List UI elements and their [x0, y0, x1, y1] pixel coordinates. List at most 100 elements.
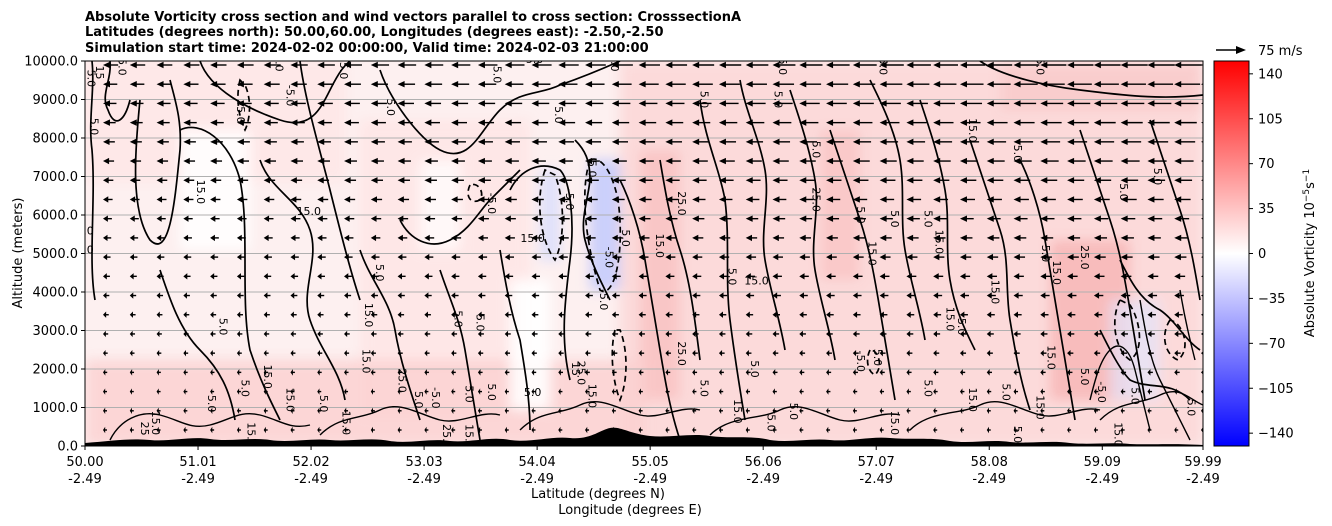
wind-vector: [156, 407, 161, 414]
wind-vector: [263, 426, 268, 434]
wind-vector: [665, 157, 681, 165]
wind-vector: [933, 81, 957, 88]
wind-vector: [477, 119, 495, 126]
wind-vector: [344, 196, 356, 203]
wind-vector: [103, 330, 109, 338]
contour-label: 15.0: [944, 307, 957, 332]
wind-vector: [852, 388, 858, 395]
contour-label: -5.0: [854, 351, 867, 372]
surface-contour: [1099, 390, 1203, 421]
wind-vector: [1067, 157, 1086, 165]
wind-vector: [290, 253, 299, 261]
wind-vector: [397, 253, 407, 261]
wind-vector: [558, 196, 571, 203]
wind-vector: [906, 138, 926, 146]
wind-vector: [129, 215, 139, 222]
wind-vector: [1040, 292, 1050, 299]
wind-vector: [638, 100, 658, 107]
wind-vector: [852, 157, 870, 165]
wind-vector: [1067, 138, 1088, 146]
wind-vector: [1067, 292, 1077, 299]
wind-vector: [692, 119, 711, 126]
wind-vector: [397, 311, 405, 318]
wind-vector: [1040, 234, 1054, 242]
wind-vector: [558, 311, 566, 318]
wind-vector: [718, 349, 725, 357]
wind-vector: [236, 349, 242, 357]
wind-vector: [1013, 349, 1020, 357]
wind-vector: [772, 61, 796, 69]
contour-label: 15.0: [149, 411, 162, 436]
wind-vector: [183, 292, 190, 299]
wind-vector: [692, 369, 698, 376]
wind-vector: [156, 388, 161, 395]
y-tick-label: 4000.0: [33, 286, 79, 301]
wind-vector: [799, 119, 819, 126]
wind-vector: [665, 234, 677, 242]
wind-vector: [103, 157, 115, 165]
wind-vector: [585, 196, 598, 203]
wind-vector: [290, 138, 304, 146]
wind-vector: [1013, 61, 1040, 69]
x-axis-label-longitude: Longitude (degrees E): [558, 503, 702, 518]
colorbar-tick-label: −105: [1258, 382, 1294, 397]
contour-label: 15.0: [744, 274, 769, 287]
wind-vector: [1093, 292, 1104, 299]
wind-vector: [424, 234, 435, 242]
wind-vector: [826, 369, 832, 376]
wind-vector: [183, 330, 189, 338]
wind-vector: [718, 273, 729, 280]
wind-vector: [585, 311, 593, 318]
wind-vector: [1147, 138, 1169, 146]
wind-vector: [745, 138, 764, 146]
wind-vector: [826, 119, 846, 126]
wind-vector: [692, 311, 700, 318]
wind-vector: [772, 119, 792, 126]
colorbar-tick-label: −70: [1258, 337, 1285, 352]
wind-vector: [290, 369, 295, 376]
vorticity-patch: [510, 280, 550, 410]
wind-vector: [933, 330, 941, 338]
wind-vector: [879, 349, 886, 357]
contour-line: [299, 61, 361, 301]
wind-vector: [959, 407, 964, 414]
wind-vector: [933, 196, 949, 203]
contour-label: 0.5: [1200, 391, 1213, 409]
contour-label: 25.0: [675, 341, 688, 366]
contour-labels: 5.0 15 5.0 15.0 5.0 15.0 -5.0 -5.0 5.0 -5.0 5.0 -5.…: [85, 61, 1213, 446]
wind-vector: [933, 407, 938, 414]
wind-vector: [852, 292, 862, 299]
contour-line: [509, 165, 573, 381]
wind-vector: [129, 196, 140, 203]
wind-vector: [1174, 157, 1194, 165]
wind-vector: [585, 292, 593, 299]
wind-vector: [236, 157, 250, 165]
wind-vector: [1013, 292, 1023, 299]
wind-vector: [424, 311, 431, 318]
wind-vector: [906, 330, 914, 338]
wind-vector: [263, 177, 276, 184]
wind-vector: [986, 273, 997, 280]
wind-vector: [1067, 81, 1092, 88]
wind-vector: [236, 273, 245, 280]
contour-line-negative: [539, 168, 564, 262]
wind-vector: [477, 100, 496, 107]
wind-vector: [1120, 234, 1134, 242]
wind-vector: [183, 253, 192, 261]
wind-vector: [210, 349, 215, 357]
wind-vector: [344, 177, 357, 184]
contour-line: [829, 129, 896, 401]
surface-contour: [709, 405, 901, 436]
wind-vector: [451, 177, 464, 184]
wind-vector: [959, 177, 977, 184]
wind-vector: [1120, 196, 1137, 203]
wind-vector: [718, 292, 728, 299]
wind-vector: [451, 349, 457, 357]
wind-vector: [745, 81, 767, 88]
contour-line: [979, 61, 1203, 98]
wind-vector: [852, 311, 861, 318]
wind-vector: [370, 177, 384, 184]
wind-vector: [1067, 330, 1075, 338]
wind-vector: [103, 407, 107, 414]
wind-vector: [1013, 215, 1028, 222]
